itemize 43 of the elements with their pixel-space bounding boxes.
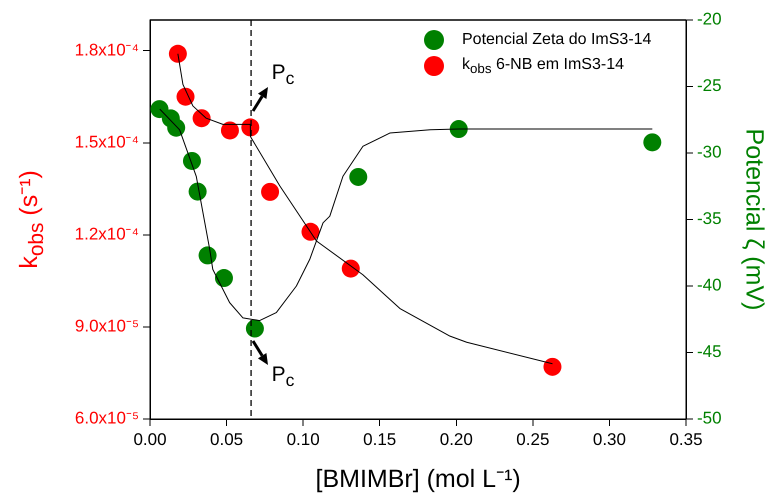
y2-tick-label: -25 bbox=[697, 76, 722, 96]
x-tick-label: 0.20 bbox=[440, 430, 473, 449]
point bbox=[167, 118, 186, 137]
y-tick-label: 1.2x10⁻⁴ bbox=[74, 224, 139, 244]
y-tick-label: 9.0x10⁻⁵ bbox=[74, 316, 139, 336]
point bbox=[246, 320, 264, 338]
x-tick-label: 0.10 bbox=[286, 430, 320, 449]
x-axis-title: [BMIMBr] (mol L⁻¹) bbox=[316, 465, 521, 493]
y2-tick-label: -45 bbox=[697, 342, 722, 362]
y-tick-label: 1.8x10⁻⁴ bbox=[74, 40, 139, 60]
point bbox=[188, 182, 207, 201]
y2-axis-title: Potencial ζ (mV) bbox=[740, 128, 768, 310]
y2-tick-label: -20 bbox=[697, 10, 722, 29]
point bbox=[450, 120, 468, 138]
point bbox=[198, 246, 217, 264]
legend-label: Potencial Zeta do ImS3-14 bbox=[462, 31, 652, 49]
x-tick-label: 0.15 bbox=[363, 430, 396, 449]
x-tick-label: 0.30 bbox=[592, 430, 626, 449]
y-tick-label: 1.5x10⁻⁴ bbox=[74, 132, 139, 152]
point bbox=[176, 88, 195, 106]
point bbox=[220, 121, 239, 140]
annotation: P$_{c}$ bbox=[272, 61, 294, 88]
legend-label: k$_{obs}$ 6-NB em ImS3-14 bbox=[462, 56, 624, 76]
point bbox=[192, 109, 211, 128]
point bbox=[543, 358, 562, 376]
point bbox=[301, 222, 320, 241]
point bbox=[349, 168, 368, 186]
y-tick-label: 6.0x10⁻⁵ bbox=[74, 408, 139, 428]
point bbox=[182, 152, 201, 170]
x-tick-label: 0.00 bbox=[133, 430, 167, 449]
point bbox=[214, 269, 233, 288]
y2-tick-label: -30 bbox=[697, 142, 722, 162]
x-tick-label: 0.25 bbox=[516, 430, 550, 449]
point bbox=[168, 44, 187, 63]
y2-tick-label: -35 bbox=[697, 209, 722, 228]
point bbox=[342, 260, 360, 278]
point bbox=[643, 133, 662, 152]
point bbox=[261, 182, 280, 201]
y2-tick-label: -50 bbox=[697, 408, 722, 428]
x-tick-label: 0.35 bbox=[669, 430, 703, 449]
x-tick-label: 0.05 bbox=[210, 430, 244, 449]
annotation: P$_{c}$ bbox=[272, 363, 294, 390]
y2-tick-label: -40 bbox=[697, 276, 722, 295]
